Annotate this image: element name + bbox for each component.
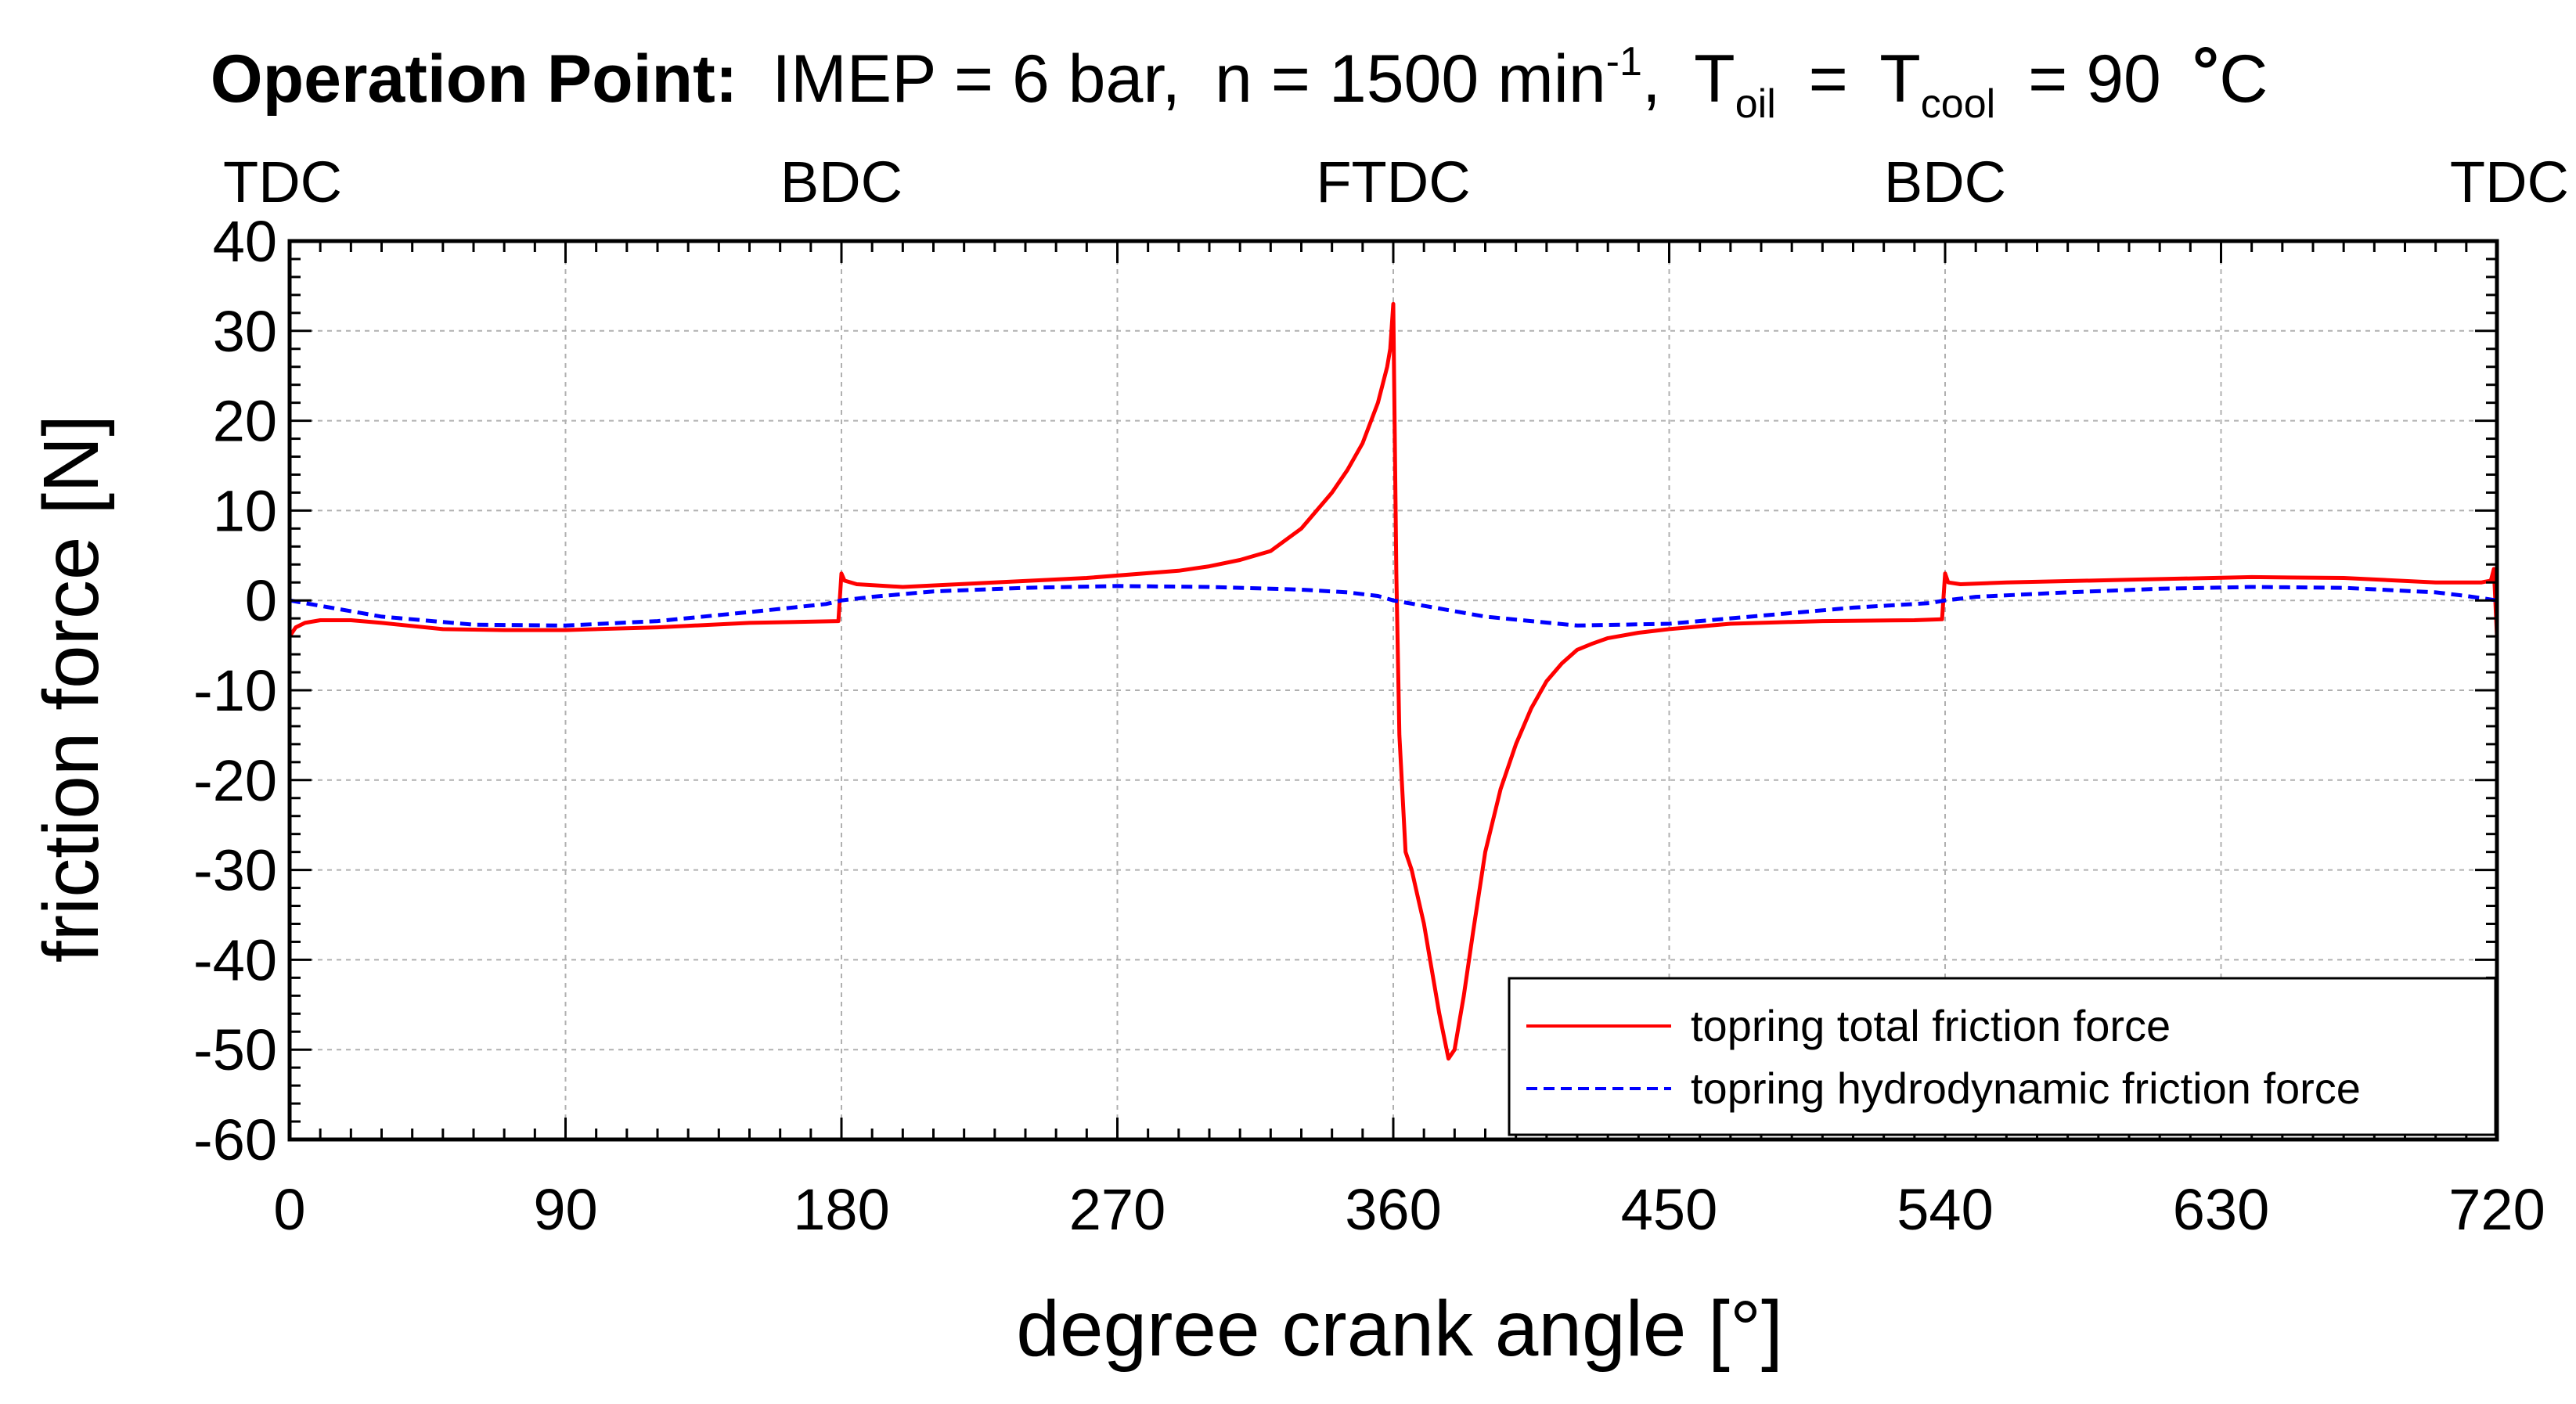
title-equals: =: [1809, 41, 1848, 117]
y-tick-label: -40: [193, 927, 277, 992]
top-marker-label: BDC: [780, 149, 903, 214]
y-tick-label: 10: [213, 478, 277, 543]
y-tick-label: 20: [213, 389, 277, 454]
x-tick-label: 630: [2173, 1177, 2269, 1242]
y-tick-label: -20: [193, 748, 277, 813]
title-t-cool-sub: cool: [1921, 81, 1995, 127]
y-tick-label: 40: [213, 209, 277, 274]
series-total-friction: [287, 301, 2499, 1061]
legend-box: [1508, 977, 2497, 1136]
series-layer: [287, 301, 2499, 1061]
series-hydrodynamic-friction: [289, 584, 2498, 628]
x-tick-label: 360: [1345, 1177, 1441, 1242]
y-tick-label: -10: [193, 658, 277, 723]
title-t-oil-sub: oil: [1735, 81, 1776, 127]
top-marker-label: BDC: [1884, 149, 2006, 214]
title-speed: n = 1500 min: [1215, 41, 1606, 117]
series-line-hydrodynamic: [289, 584, 2498, 628]
x-axis-label: degree crank angle [°]: [1016, 1285, 1783, 1373]
x-tick-labels: 0 90 180 270 360 450 540 630 720: [273, 1177, 2545, 1242]
title-unit: C: [2219, 41, 2268, 117]
y-tick-label: -50: [193, 1017, 277, 1082]
title-temp: = 90: [2028, 41, 2161, 117]
x-tick-label: 540: [1897, 1177, 1993, 1242]
y-tick-labels: 40 30 20 10 0 -10 -20 -30 -40 -50 -60: [193, 209, 277, 1172]
y-tick-label: 30: [213, 299, 277, 364]
top-marker-label: FTDC: [1316, 149, 1470, 214]
chart-title: Operation Point: IMEP = 6 bar, n = 1500 …: [211, 34, 2268, 132]
grid: [290, 241, 2497, 1139]
title-deg: °: [2192, 34, 2219, 109]
x-tick-label: 450: [1621, 1177, 1717, 1242]
top-marker-label: TDC: [2450, 149, 2569, 214]
x-tick-label: 180: [793, 1177, 889, 1242]
title-bold-part: Operation Point:: [211, 41, 738, 117]
top-marker-label: TDC: [223, 149, 342, 214]
y-tick-label: -30: [193, 838, 277, 903]
title-speed-exp: -1: [1606, 39, 1642, 85]
y-tick-label: 0: [245, 568, 277, 633]
title-t-cool: T: [1879, 41, 1921, 117]
series-line-total: [287, 301, 2499, 1061]
x-tick-label: 720: [2448, 1177, 2545, 1242]
y-axis-label: friction force [N]: [27, 415, 115, 963]
title-imep: IMEP = 6 bar,: [772, 41, 1180, 117]
top-markers: TDC BDC FTDC BDC TDC: [223, 149, 2569, 214]
x-tick-label: 0: [273, 1177, 305, 1242]
x-tick-label: 270: [1069, 1177, 1166, 1242]
x-tick-label: 90: [533, 1177, 597, 1242]
legend: topring total friction force topring hyd…: [1508, 977, 2497, 1136]
y-tick-label: -60: [193, 1107, 277, 1172]
legend-label-hydrodynamic: topring hydrodynamic friction force: [1691, 1064, 2361, 1113]
title-comma: ,: [1642, 41, 1661, 117]
legend-label-total: topring total friction force: [1691, 1001, 2171, 1050]
title-t-oil: T: [1694, 41, 1735, 117]
